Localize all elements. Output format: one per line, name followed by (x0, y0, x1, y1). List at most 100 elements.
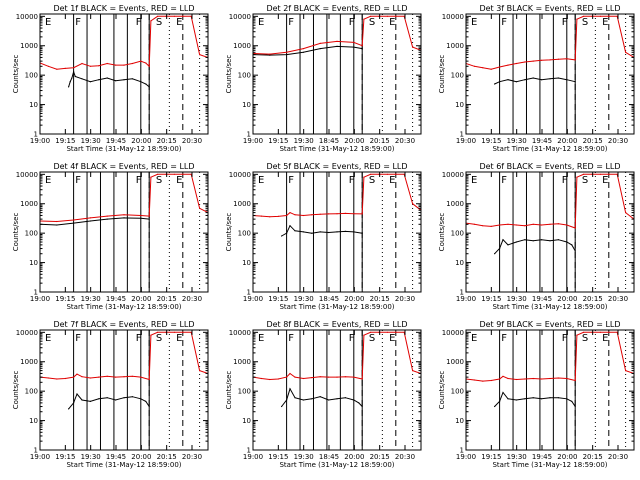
series-line-lld (466, 173, 634, 229)
data-point (106, 218, 108, 220)
flag-label: S (582, 333, 588, 344)
data-point (473, 223, 475, 225)
data-point (140, 376, 142, 378)
data-point (625, 51, 627, 53)
flag-label: F (349, 333, 355, 344)
x-tick-label: 19:00 (30, 453, 50, 461)
data-point (269, 54, 271, 56)
data-point (56, 68, 58, 70)
x-tick-label: 19:30 (81, 137, 101, 145)
data-point (73, 222, 75, 224)
y-axis-label: Counts/sec (438, 371, 446, 410)
y-tick-label: 10 (242, 417, 251, 425)
x-tick-label: 19:00 (30, 137, 50, 145)
series-line-events (68, 70, 150, 88)
data-point (269, 53, 271, 55)
series-line-lld (253, 15, 421, 55)
data-point (56, 220, 58, 223)
data-point (302, 214, 304, 217)
data-point (140, 214, 142, 217)
y-tick-label: 10 (455, 101, 464, 109)
data-point (344, 230, 346, 232)
data-point (541, 79, 543, 81)
data-point (148, 218, 150, 220)
data-point (361, 405, 363, 408)
x-tick-label: 18:45 (319, 137, 339, 145)
data-point (583, 173, 585, 175)
x-tick-label: 20:30 (182, 137, 202, 145)
flag-label: E (258, 175, 264, 186)
y-tick-label: 10000 (442, 13, 464, 21)
flag-label: E (389, 175, 395, 186)
y-tick-label: 1 (34, 131, 38, 139)
data-point (532, 223, 534, 225)
x-tick-label: 20:00 (344, 453, 364, 461)
data-point (56, 224, 58, 226)
data-point (557, 223, 560, 225)
data-point (123, 64, 125, 66)
flag-label: S (582, 175, 588, 186)
data-point (557, 397, 560, 399)
data-point (328, 399, 330, 401)
data-point (515, 378, 518, 381)
data-point (68, 86, 70, 88)
flag-label: F (288, 175, 294, 186)
series-line-lld (40, 173, 208, 223)
y-tick-label: 100 (25, 230, 38, 238)
data-point (549, 397, 551, 399)
data-point (532, 397, 534, 399)
data-point (182, 15, 184, 17)
series-line-lld (466, 15, 634, 70)
data-point (524, 239, 526, 241)
flag-label: E (602, 17, 608, 28)
data-point (81, 376, 83, 378)
x-axis-label: Start Time (31-May-12 18:59:00) (66, 303, 181, 311)
data-point (353, 213, 355, 215)
data-point (344, 376, 346, 378)
data-point (123, 214, 125, 216)
x-tick-label: 19:15 (268, 295, 288, 303)
panel-title: Det 3f BLACK = Events, RED = LLD (479, 4, 620, 13)
flag-label: F (136, 333, 142, 344)
x-tick-label: 20:00 (557, 137, 577, 145)
data-point (395, 173, 397, 175)
data-point (148, 215, 150, 217)
data-point (115, 64, 117, 66)
x-tick-label: 19:00 (243, 137, 263, 145)
flag-label: F (288, 333, 294, 344)
y-tick-label: 1000 (20, 200, 38, 208)
data-point (319, 396, 321, 398)
data-point (412, 46, 414, 48)
y-axis-label: Counts/sec (225, 55, 233, 94)
x-tick-label: 20:15 (583, 453, 603, 461)
x-axis-label: Start Time (31-May-12 18:59:00) (279, 145, 394, 153)
data-point (583, 331, 585, 333)
x-tick-label: 19:15 (268, 453, 288, 461)
data-point (106, 375, 108, 377)
x-tick-label: 20:00 (131, 453, 151, 461)
series-line-events (494, 238, 576, 255)
data-point (73, 67, 75, 69)
data-point (89, 65, 91, 67)
x-tick-label: 20:30 (182, 453, 202, 461)
data-point (47, 65, 50, 67)
y-tick-label: 1000 (446, 200, 464, 208)
y-tick-label: 10000 (229, 171, 251, 179)
data-point (260, 377, 262, 380)
data-point (319, 231, 321, 233)
data-point (260, 215, 262, 217)
x-tick-label: 19:00 (456, 453, 476, 461)
data-point (302, 51, 304, 53)
x-tick-label: 20:15 (370, 137, 390, 145)
data-point (140, 60, 142, 62)
data-point (89, 400, 91, 402)
flag-label: F (136, 17, 142, 28)
data-point (289, 212, 291, 214)
x-axis-label: Start Time (31-May-12 18:59:00) (279, 461, 394, 469)
data-point (358, 402, 360, 404)
data-point (302, 48, 304, 50)
data-point (507, 398, 509, 400)
data-point (532, 77, 534, 79)
data-point (344, 212, 346, 214)
